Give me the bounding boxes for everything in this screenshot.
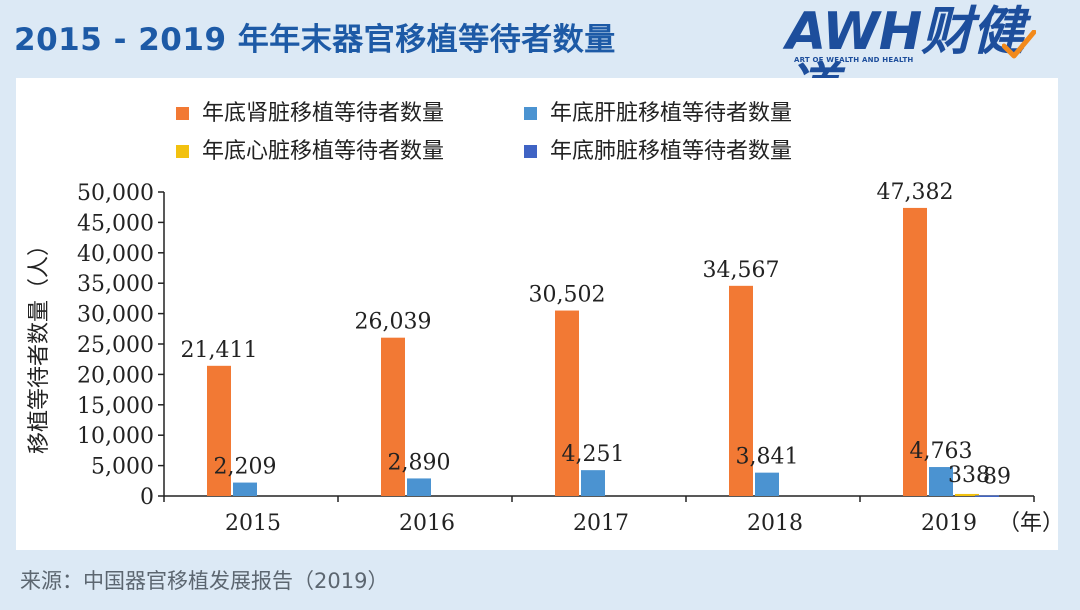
bar	[955, 493, 979, 496]
page-title: 2015 - 2019 年年末器官移植等待者数量	[14, 22, 616, 58]
bar	[755, 472, 779, 496]
bar	[729, 285, 753, 496]
y-tick-label: 35,000	[77, 272, 154, 297]
legend-label: 年底肺脏移植等待者数量	[550, 139, 792, 164]
legend-swatch	[176, 107, 189, 120]
bar	[555, 310, 579, 496]
data-label: 3,841	[736, 445, 799, 470]
bar	[207, 365, 231, 496]
bar	[381, 337, 405, 496]
y-tick-label: 5,000	[91, 455, 154, 480]
chart-panel: 年底肾脏移植等待者数量 年底肝脏移植等待者数量年底心脏移植等待者数量 年底肺脏移植等…	[16, 78, 1058, 550]
bar	[903, 207, 927, 497]
y-tick-label: 20,000	[77, 363, 154, 388]
data-label: 4,763	[910, 439, 973, 464]
y-tick-label: 0	[140, 485, 154, 510]
source-note: 来源：中国器官移植发展报告（2019）	[20, 569, 389, 593]
bar	[581, 470, 605, 496]
bar	[975, 495, 999, 497]
y-tick-label: 50,000	[77, 181, 154, 206]
legend-swatch	[524, 107, 537, 120]
legend-label: 年底肾脏移植等待者数量	[202, 101, 444, 126]
legend-swatch	[176, 145, 189, 158]
x-tick-label: 2019	[921, 511, 977, 536]
x-tick-label: 2016	[399, 511, 455, 536]
y-tick-label: 10,000	[77, 424, 154, 449]
data-label: 34,567	[703, 258, 780, 283]
y-tick-label: 30,000	[77, 303, 154, 328]
x-tick-label: 2015	[225, 511, 281, 536]
data-label: 4,251	[562, 442, 625, 467]
data-label: 47,382	[877, 180, 954, 205]
x-tick-label: 2017	[573, 511, 629, 536]
data-label: 89	[983, 464, 1011, 489]
y-tick-label: 25,000	[77, 333, 154, 358]
x-axis-unit: （年）	[998, 511, 1058, 536]
data-label: 26,039	[355, 310, 432, 335]
legend-label: 年底心脏移植等待者数量	[202, 139, 444, 164]
data-label: 2,209	[214, 455, 277, 480]
y-axis-title: 移植等待者数量（人）	[27, 234, 52, 454]
bar	[929, 467, 953, 496]
legend-swatch	[524, 145, 537, 158]
legend-label: 年底肝脏移植等待者数量	[550, 101, 792, 126]
y-tick-label: 45,000	[77, 211, 154, 236]
data-label: 30,502	[529, 283, 606, 308]
awh-logo: AWH财健道 ART OF WEALTH AND HEALTH	[786, 4, 1066, 116]
bar	[407, 478, 431, 496]
y-tick-label: 40,000	[77, 242, 154, 267]
logo-tagline: ART OF WEALTH AND HEALTH	[794, 56, 914, 64]
bar	[233, 482, 257, 496]
y-tick-label: 15,000	[77, 394, 154, 419]
data-label: 2,890	[388, 450, 451, 475]
x-tick-label: 2018	[747, 511, 803, 536]
data-label: 338	[948, 463, 990, 488]
data-label: 21,411	[181, 338, 258, 363]
checkmark-icon	[1002, 30, 1036, 59]
